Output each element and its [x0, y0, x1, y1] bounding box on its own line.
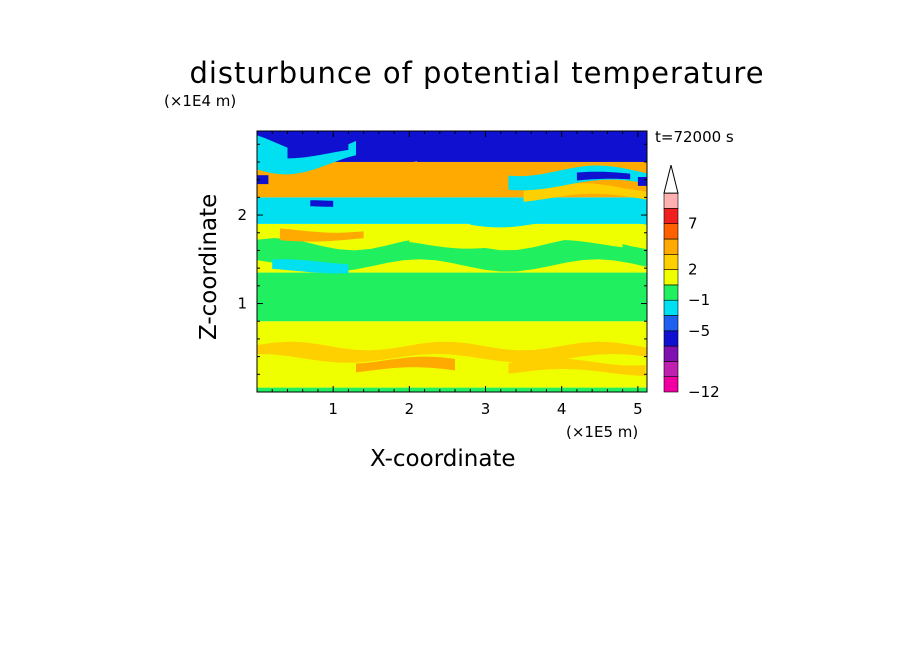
contour-cyan-mid [272, 259, 349, 274]
band-0 [257, 387, 647, 392]
contour-orange-up-b [417, 171, 494, 192]
x-tick-label-3: 3 [481, 400, 491, 418]
colorbar-label-3: −5 [688, 322, 710, 340]
chart-title-text: disturbunce of potential temperature [189, 56, 765, 90]
colorbar-label-0: 7 [688, 215, 698, 233]
contour-orange-low [257, 341, 647, 363]
contour-orange-low-2 [356, 356, 455, 373]
contour-blue-small [310, 200, 334, 207]
colorbar-segment-4 [663, 315, 679, 332]
contour-cyan-b [470, 206, 647, 228]
time-label: t=72000 s [655, 128, 734, 146]
colorbar-label-1: 2 [688, 261, 698, 279]
colorbar-segment-9 [663, 238, 679, 255]
y-tick-label-2: 2 [237, 206, 247, 224]
contour-blue-top-b [576, 171, 631, 181]
colorbar-segment-3 [663, 330, 679, 347]
x-tick-label-2: 2 [405, 400, 415, 418]
contour-field [257, 135, 647, 376]
plot-frame [256, 130, 648, 393]
contour-orange-mid [279, 228, 364, 242]
x-tick-label-1: 1 [328, 400, 338, 418]
x-unit-label: (×1E5 m) [566, 423, 639, 441]
colorbar-label-2: −1 [688, 291, 710, 309]
colorbar-segment-0 [663, 376, 679, 393]
colorbar-segment-12 [663, 192, 679, 209]
colorbar-segment-8 [663, 254, 679, 270]
contour-yellow-mid [409, 231, 623, 249]
colorbar-label-4: −12 [688, 383, 720, 401]
chart-title: disturbunce of potential temperature [0, 56, 904, 90]
colorbar-segment-5 [663, 299, 679, 316]
colorbar-segment-11 [663, 208, 679, 224]
contour-green-mid [257, 238, 647, 272]
x-tick-label-5: 5 [633, 400, 643, 418]
contour-blue-top-a [287, 143, 349, 159]
contour-blue-edge-r [637, 177, 647, 186]
colorbar-segment-7 [663, 269, 679, 286]
colorbar-segment-1 [663, 361, 679, 377]
contour-cyan-a [257, 200, 379, 221]
colorbar-extend-arrow [663, 164, 679, 194]
colorbar-segment-2 [663, 345, 679, 362]
y-tick-label-1: 1 [237, 295, 247, 313]
colorbar-segment-10 [663, 223, 679, 240]
x-tick-label-4: 4 [557, 400, 567, 418]
contour-orange-low-3 [508, 358, 646, 376]
band-2 [257, 272, 647, 322]
contour-blue-edge [257, 175, 269, 185]
x-axis-label: X-coordinate [370, 446, 516, 472]
y-unit-label: (×1E4 m) [164, 92, 237, 110]
colorbar-segment-6 [663, 284, 679, 301]
contour-orange-up-c [523, 183, 647, 202]
